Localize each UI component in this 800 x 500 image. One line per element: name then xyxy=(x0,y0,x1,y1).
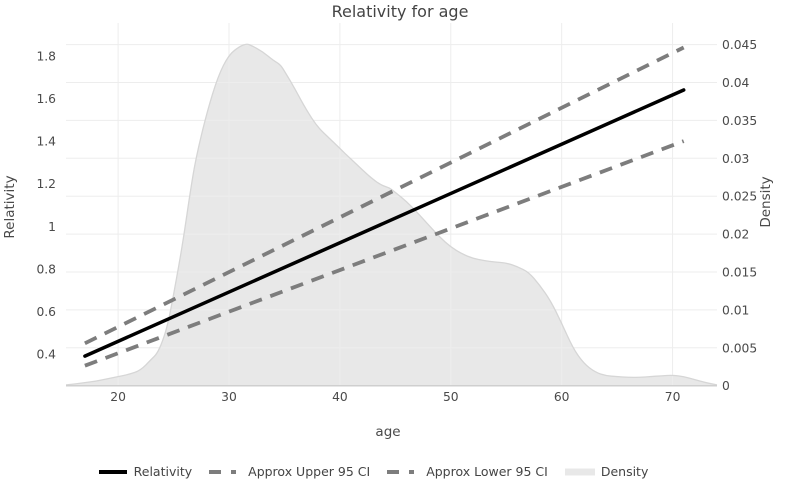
legend-item-density: Density xyxy=(564,464,649,479)
x-tick-label: 70 xyxy=(665,390,681,404)
chart-title: Relativity for age xyxy=(331,2,469,21)
y-left-tick-label: 1.6 xyxy=(36,92,56,106)
x-axis-title: age xyxy=(375,424,401,440)
y-right-tick-label: 0.01 xyxy=(722,303,749,317)
density-area xyxy=(66,44,717,386)
lower-ci-line xyxy=(84,139,685,368)
x-tick-label: 40 xyxy=(332,390,348,404)
x-tick-label: 30 xyxy=(221,390,237,404)
y-right-tick-label: 0.045 xyxy=(722,38,757,52)
y-left-tick-label: 0.8 xyxy=(36,262,56,276)
legend: Relativity Approx Upper 95 CI Approx Low… xyxy=(0,464,773,479)
x-tick-label: 60 xyxy=(554,390,570,404)
y-left-tick-label: 1.8 xyxy=(36,50,56,64)
relativity-line xyxy=(83,88,686,358)
upper-ci-line xyxy=(84,45,685,346)
y-left-tick-label: 1.2 xyxy=(36,177,56,191)
solid-line-swatch-icon xyxy=(98,469,127,474)
dashed-line-swatch-icon xyxy=(209,469,243,474)
x-tick-label: 50 xyxy=(443,390,459,404)
legend-label-relativity: Relativity xyxy=(133,464,193,479)
y-right-tick-label: 0.005 xyxy=(722,341,757,355)
y-right-tick-label: 0 xyxy=(722,379,730,393)
y-axis-title-left: Relativity xyxy=(2,175,18,239)
legend-item-relativity: Relativity xyxy=(98,464,193,479)
plot-area: 20 30 40 50 60 70 0.4 0.6 0.8 1 1.2 1.4 1.6 1.8 0 0.005… xyxy=(36,23,757,404)
y-left-tick-label: 0.6 xyxy=(36,305,56,319)
x-tick-label: 20 xyxy=(110,390,126,404)
y-left-tick-label: 1.4 xyxy=(36,135,56,149)
legend-label-upper-ci: Approx Upper 95 CI xyxy=(248,464,371,479)
y-right-tick-label: 0.03 xyxy=(722,152,749,166)
y-left-tick-label: 0.4 xyxy=(36,348,56,362)
y-right-tick-label: 0.035 xyxy=(722,114,757,128)
legend-item-upper-ci: Approx Upper 95 CI xyxy=(209,464,370,479)
y-right-tick-label: 0.04 xyxy=(722,76,750,90)
legend-label-density: Density xyxy=(600,464,649,479)
y-right-tick-label: 0.015 xyxy=(722,266,757,280)
legend-item-lower-ci: Approx Lower 95 CI xyxy=(387,464,548,479)
area-swatch-icon xyxy=(564,468,595,475)
y-axis-title-right: Density xyxy=(758,176,774,228)
dashed-line-swatch-icon xyxy=(387,469,421,474)
legend-label-lower-ci: Approx Lower 95 CI xyxy=(426,464,548,479)
y-right-tick-label: 0.025 xyxy=(722,190,757,204)
y-left-tick-label: 1 xyxy=(48,220,56,234)
y-right-tick-label: 0.02 xyxy=(722,228,749,242)
density-curve-outline xyxy=(65,43,718,386)
